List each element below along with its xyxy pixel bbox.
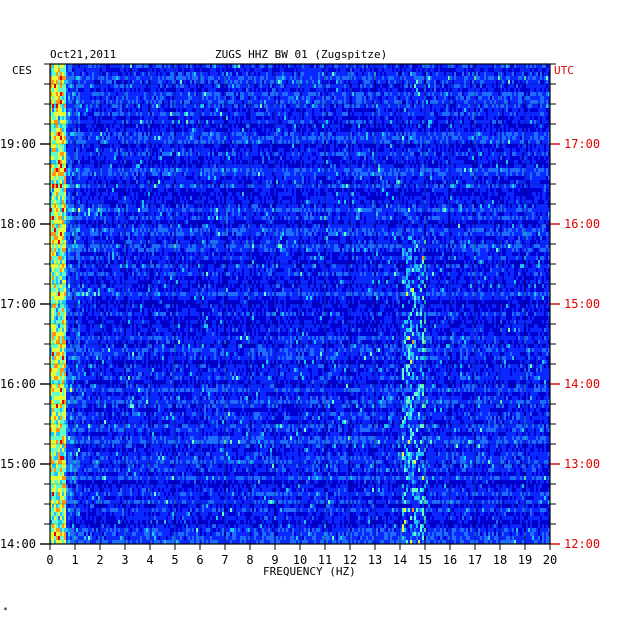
right-tick-label: 13:00: [564, 457, 600, 471]
left-tick-label: 17:00: [0, 297, 36, 311]
x-tick-label: 15: [418, 553, 432, 567]
left-tick-label: 19:00: [0, 137, 36, 151]
right-timezone-label: UTC: [554, 65, 574, 77]
x-tick-label: 12: [343, 553, 357, 567]
x-tick-label: 8: [246, 553, 253, 567]
date-label: Oct21,2011: [50, 49, 116, 61]
x-tick-label: 11: [318, 553, 332, 567]
x-tick-label: 13: [368, 553, 382, 567]
station-title: ZUGS HHZ BW 01 (Zugspitze): [215, 49, 387, 61]
x-axis-label: FREQUENCY (HZ): [263, 566, 356, 578]
x-tick-label: 3: [121, 553, 128, 567]
x-tick-label: 4: [146, 553, 153, 567]
x-tick-label: 18: [493, 553, 507, 567]
left-tick-label: 15:00: [0, 457, 36, 471]
right-tick-label: 12:00: [564, 537, 600, 551]
right-tick-label: 15:00: [564, 297, 600, 311]
left-tick-label: 16:00: [0, 377, 36, 391]
x-tick-label: 10: [293, 553, 307, 567]
x-tick-label: 6: [196, 553, 203, 567]
x-tick-label: 0: [46, 553, 53, 567]
footer-mark: *: [3, 605, 8, 617]
x-tick-label: 19: [518, 553, 532, 567]
x-tick-label: 7: [221, 553, 228, 567]
x-tick-label: 5: [171, 553, 178, 567]
left-tick-label: 14:00: [0, 537, 36, 551]
left-timezone-label: CES: [12, 65, 32, 77]
x-tick-label: 16: [443, 553, 457, 567]
x-tick-label: 2: [96, 553, 103, 567]
x-tick-label: 1: [71, 553, 78, 567]
x-tick-label: 20: [543, 553, 557, 567]
x-tick-label: 9: [271, 553, 278, 567]
right-tick-label: 16:00: [564, 217, 600, 231]
right-tick-label: 14:00: [564, 377, 600, 391]
left-tick-label: 18:00: [0, 217, 36, 231]
x-tick-label: 17: [468, 553, 482, 567]
right-tick-label: 17:00: [564, 137, 600, 151]
plot-frame: [49, 63, 551, 545]
x-tick-label: 14: [393, 553, 407, 567]
